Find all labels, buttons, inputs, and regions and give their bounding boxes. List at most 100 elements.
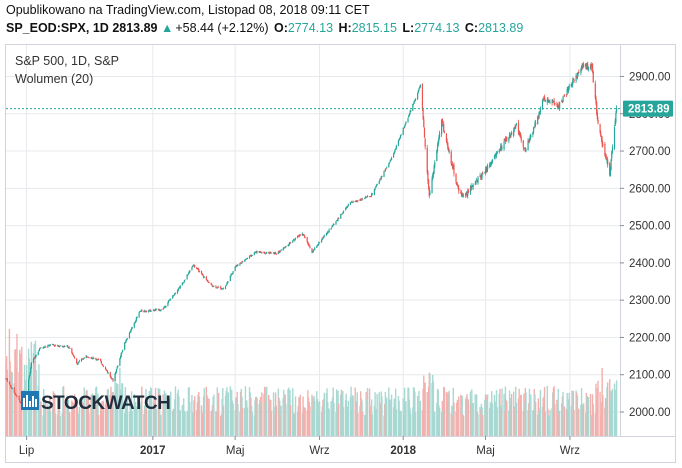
candle-body <box>216 287 218 289</box>
volume-bar <box>424 382 426 436</box>
last-price-badge: 2813.89 <box>623 100 673 117</box>
candle-body <box>476 180 478 181</box>
candle-body <box>314 247 316 250</box>
candle-body <box>177 289 179 291</box>
candle-body <box>168 300 170 301</box>
candle-body <box>48 344 50 346</box>
candle-body <box>248 255 251 259</box>
candle-body <box>519 132 522 138</box>
candle-body <box>407 117 409 122</box>
candle-body <box>230 274 232 277</box>
candle-body <box>129 331 131 333</box>
candle-body <box>76 358 78 364</box>
candle-body <box>95 358 97 360</box>
candle-body <box>100 358 102 361</box>
volume-bar <box>381 396 383 436</box>
x-tick-label: Maj <box>226 445 245 457</box>
candle-body <box>293 239 295 241</box>
candle-body <box>509 135 511 137</box>
candle-body <box>101 363 103 365</box>
candle-body <box>452 163 454 168</box>
volume-bar <box>352 396 354 436</box>
volume-bar <box>43 388 45 436</box>
volume-bar <box>30 341 33 436</box>
candle-body <box>150 310 153 312</box>
candle-body <box>283 247 286 249</box>
candle-body <box>379 178 381 182</box>
candle-body <box>336 220 338 221</box>
candle-body <box>18 396 20 400</box>
candle-body <box>10 386 13 388</box>
candle-body <box>453 165 455 174</box>
volume-bar <box>198 396 201 436</box>
candle-body <box>351 202 354 204</box>
volume-bar <box>448 390 450 436</box>
candle-body <box>229 275 231 282</box>
candle-body <box>385 168 387 170</box>
candle-body <box>533 126 535 128</box>
candle-body <box>283 247 285 249</box>
candle-body <box>191 267 193 270</box>
candle-body <box>196 268 199 270</box>
volume-bar <box>73 394 76 436</box>
candle-body <box>211 284 213 286</box>
candle-body <box>85 355 87 358</box>
candle-body <box>246 258 248 260</box>
candle-body <box>513 127 515 130</box>
candle-body <box>170 298 172 300</box>
volume-bar <box>453 402 455 436</box>
candle-body <box>403 127 405 129</box>
candle-body <box>524 147 526 151</box>
volume-bar <box>241 407 244 436</box>
candle-body <box>218 286 220 288</box>
candle-body <box>93 357 95 359</box>
x-tick-label: Maj <box>476 445 495 457</box>
candle-body <box>163 306 166 308</box>
candle-body <box>471 185 473 189</box>
volume-bar <box>292 388 294 436</box>
candle-body <box>528 141 530 143</box>
candle-body <box>184 279 186 281</box>
candle-body <box>268 252 271 254</box>
volume-bar <box>226 387 228 436</box>
candle-body <box>135 317 137 322</box>
x-tick-label: 2018 <box>390 445 416 457</box>
close-label: C: <box>464 21 479 35</box>
y-tick-label: 2300.00 <box>629 295 671 307</box>
candle-body <box>323 236 325 239</box>
volume-bar <box>467 399 470 436</box>
candle-body <box>67 347 70 349</box>
candle-body <box>328 229 330 233</box>
candle-body <box>220 286 222 289</box>
candle-body <box>149 309 151 312</box>
candle-body <box>461 193 463 198</box>
candle-body <box>375 186 377 188</box>
candle-body <box>130 329 132 333</box>
candle-body <box>122 349 124 352</box>
candle-body <box>364 197 366 199</box>
candle-body <box>523 148 525 149</box>
candle-body <box>522 140 524 147</box>
candle-body <box>594 83 596 99</box>
volume-bar <box>117 384 119 436</box>
candle-body <box>460 192 462 193</box>
candle-body <box>272 252 275 254</box>
candle-body <box>563 95 565 97</box>
logo-bars-icon <box>23 395 37 407</box>
volume-bar <box>544 411 546 436</box>
high-value: 2815.15 <box>351 21 397 35</box>
volume-bars <box>5 329 618 436</box>
candle-body <box>273 252 275 254</box>
candle-body <box>356 200 358 202</box>
candle-body <box>331 226 333 228</box>
candle-body <box>374 187 376 190</box>
candle-body <box>571 85 573 87</box>
candle-body <box>174 293 176 295</box>
candle-body <box>438 132 441 138</box>
candle-body <box>543 96 546 99</box>
volume-bar <box>477 414 479 436</box>
candle-body <box>414 100 416 102</box>
candle-body <box>386 167 388 169</box>
candle-body <box>547 99 549 102</box>
